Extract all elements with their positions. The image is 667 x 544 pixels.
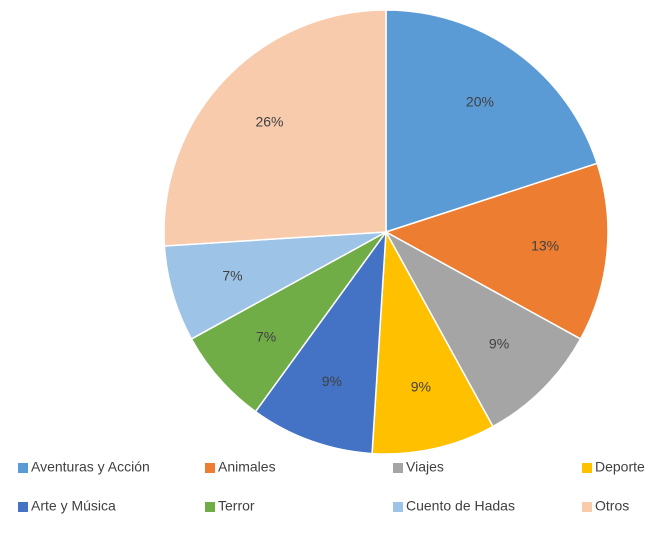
legend-label: Animales: [218, 459, 276, 475]
legend-label: Terror: [218, 498, 255, 514]
legend-label: Cuento de Hadas: [406, 498, 515, 514]
legend-swatch: [18, 463, 28, 473]
pie-slice: [254, 229, 387, 455]
data-label: 7%: [222, 267, 242, 283]
legend-swatch: [393, 463, 403, 473]
pie-slice: [385, 9, 599, 234]
legend-label: Viajes: [406, 459, 444, 475]
legend-swatch: [18, 502, 28, 512]
data-label: 9%: [322, 373, 342, 389]
legend-label: Aventuras y Acción: [31, 459, 150, 475]
data-label: 13%: [531, 238, 559, 254]
legend-label: Otros: [595, 498, 629, 514]
legend-label: Deporte: [595, 459, 645, 475]
legend-swatch: [205, 463, 215, 473]
legend-swatch: [393, 502, 403, 512]
legend-swatch: [582, 502, 592, 512]
legend-swatch: [582, 463, 592, 473]
pie-slice: [384, 230, 582, 428]
legend-label: Arte y Música: [31, 498, 116, 514]
data-label: 26%: [255, 113, 283, 129]
pie-slice: [371, 229, 494, 455]
legend-swatch: [205, 502, 215, 512]
data-label: 9%: [411, 379, 431, 395]
data-label: 9%: [489, 336, 509, 352]
pie-slice: [163, 9, 387, 247]
pie-slice: [384, 162, 609, 340]
data-label: 7%: [256, 328, 276, 344]
data-label: 20%: [466, 93, 494, 109]
